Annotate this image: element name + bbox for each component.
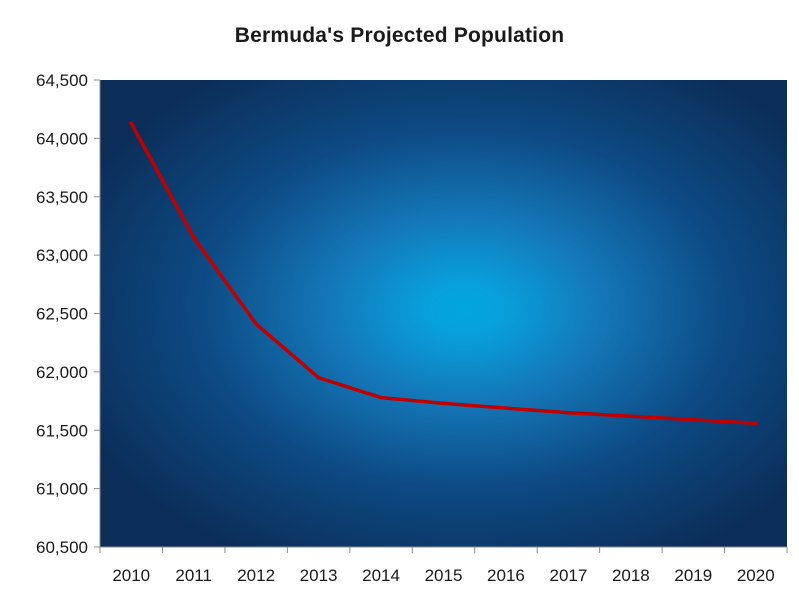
y-tick-label: 62,500: [36, 305, 88, 324]
plot-area: [100, 80, 787, 547]
data-point: [753, 421, 758, 426]
y-tick-label: 64,000: [36, 129, 88, 148]
data-point: [566, 410, 571, 415]
x-tick-label: 2020: [737, 566, 775, 585]
x-tick-label: 2011: [175, 566, 212, 585]
data-point: [254, 322, 258, 326]
x-tick-label: 2014: [362, 566, 400, 585]
y-tick-label: 63,000: [36, 246, 88, 265]
data-point: [441, 401, 446, 406]
y-tick-label: 61,500: [36, 421, 88, 440]
x-tick-label: 2012: [237, 566, 275, 585]
x-tick-label: 2018: [612, 566, 650, 585]
x-tick-label: 2013: [300, 566, 338, 585]
x-tick-label: 2010: [112, 566, 150, 585]
x-tick-label: 2015: [425, 566, 463, 585]
data-point: [316, 375, 321, 380]
y-tick-label: 60,500: [36, 538, 88, 557]
x-tick-label: 2019: [674, 566, 712, 585]
chart-title: Bermuda's Projected Population: [234, 24, 565, 47]
y-tick-label: 62,000: [36, 363, 88, 382]
y-tick-label: 61,000: [36, 480, 88, 499]
y-tick-label: 63,500: [36, 188, 88, 207]
data-point: [191, 235, 196, 240]
data-point: [379, 395, 383, 400]
data-point: [691, 417, 696, 422]
x-tick-label: 2016: [487, 566, 525, 585]
data-point: [504, 406, 508, 410]
data-point: [629, 414, 633, 419]
data-point: [129, 121, 134, 125]
x-tick-label: 2017: [549, 566, 587, 585]
y-tick-label: 64,500: [36, 71, 88, 90]
